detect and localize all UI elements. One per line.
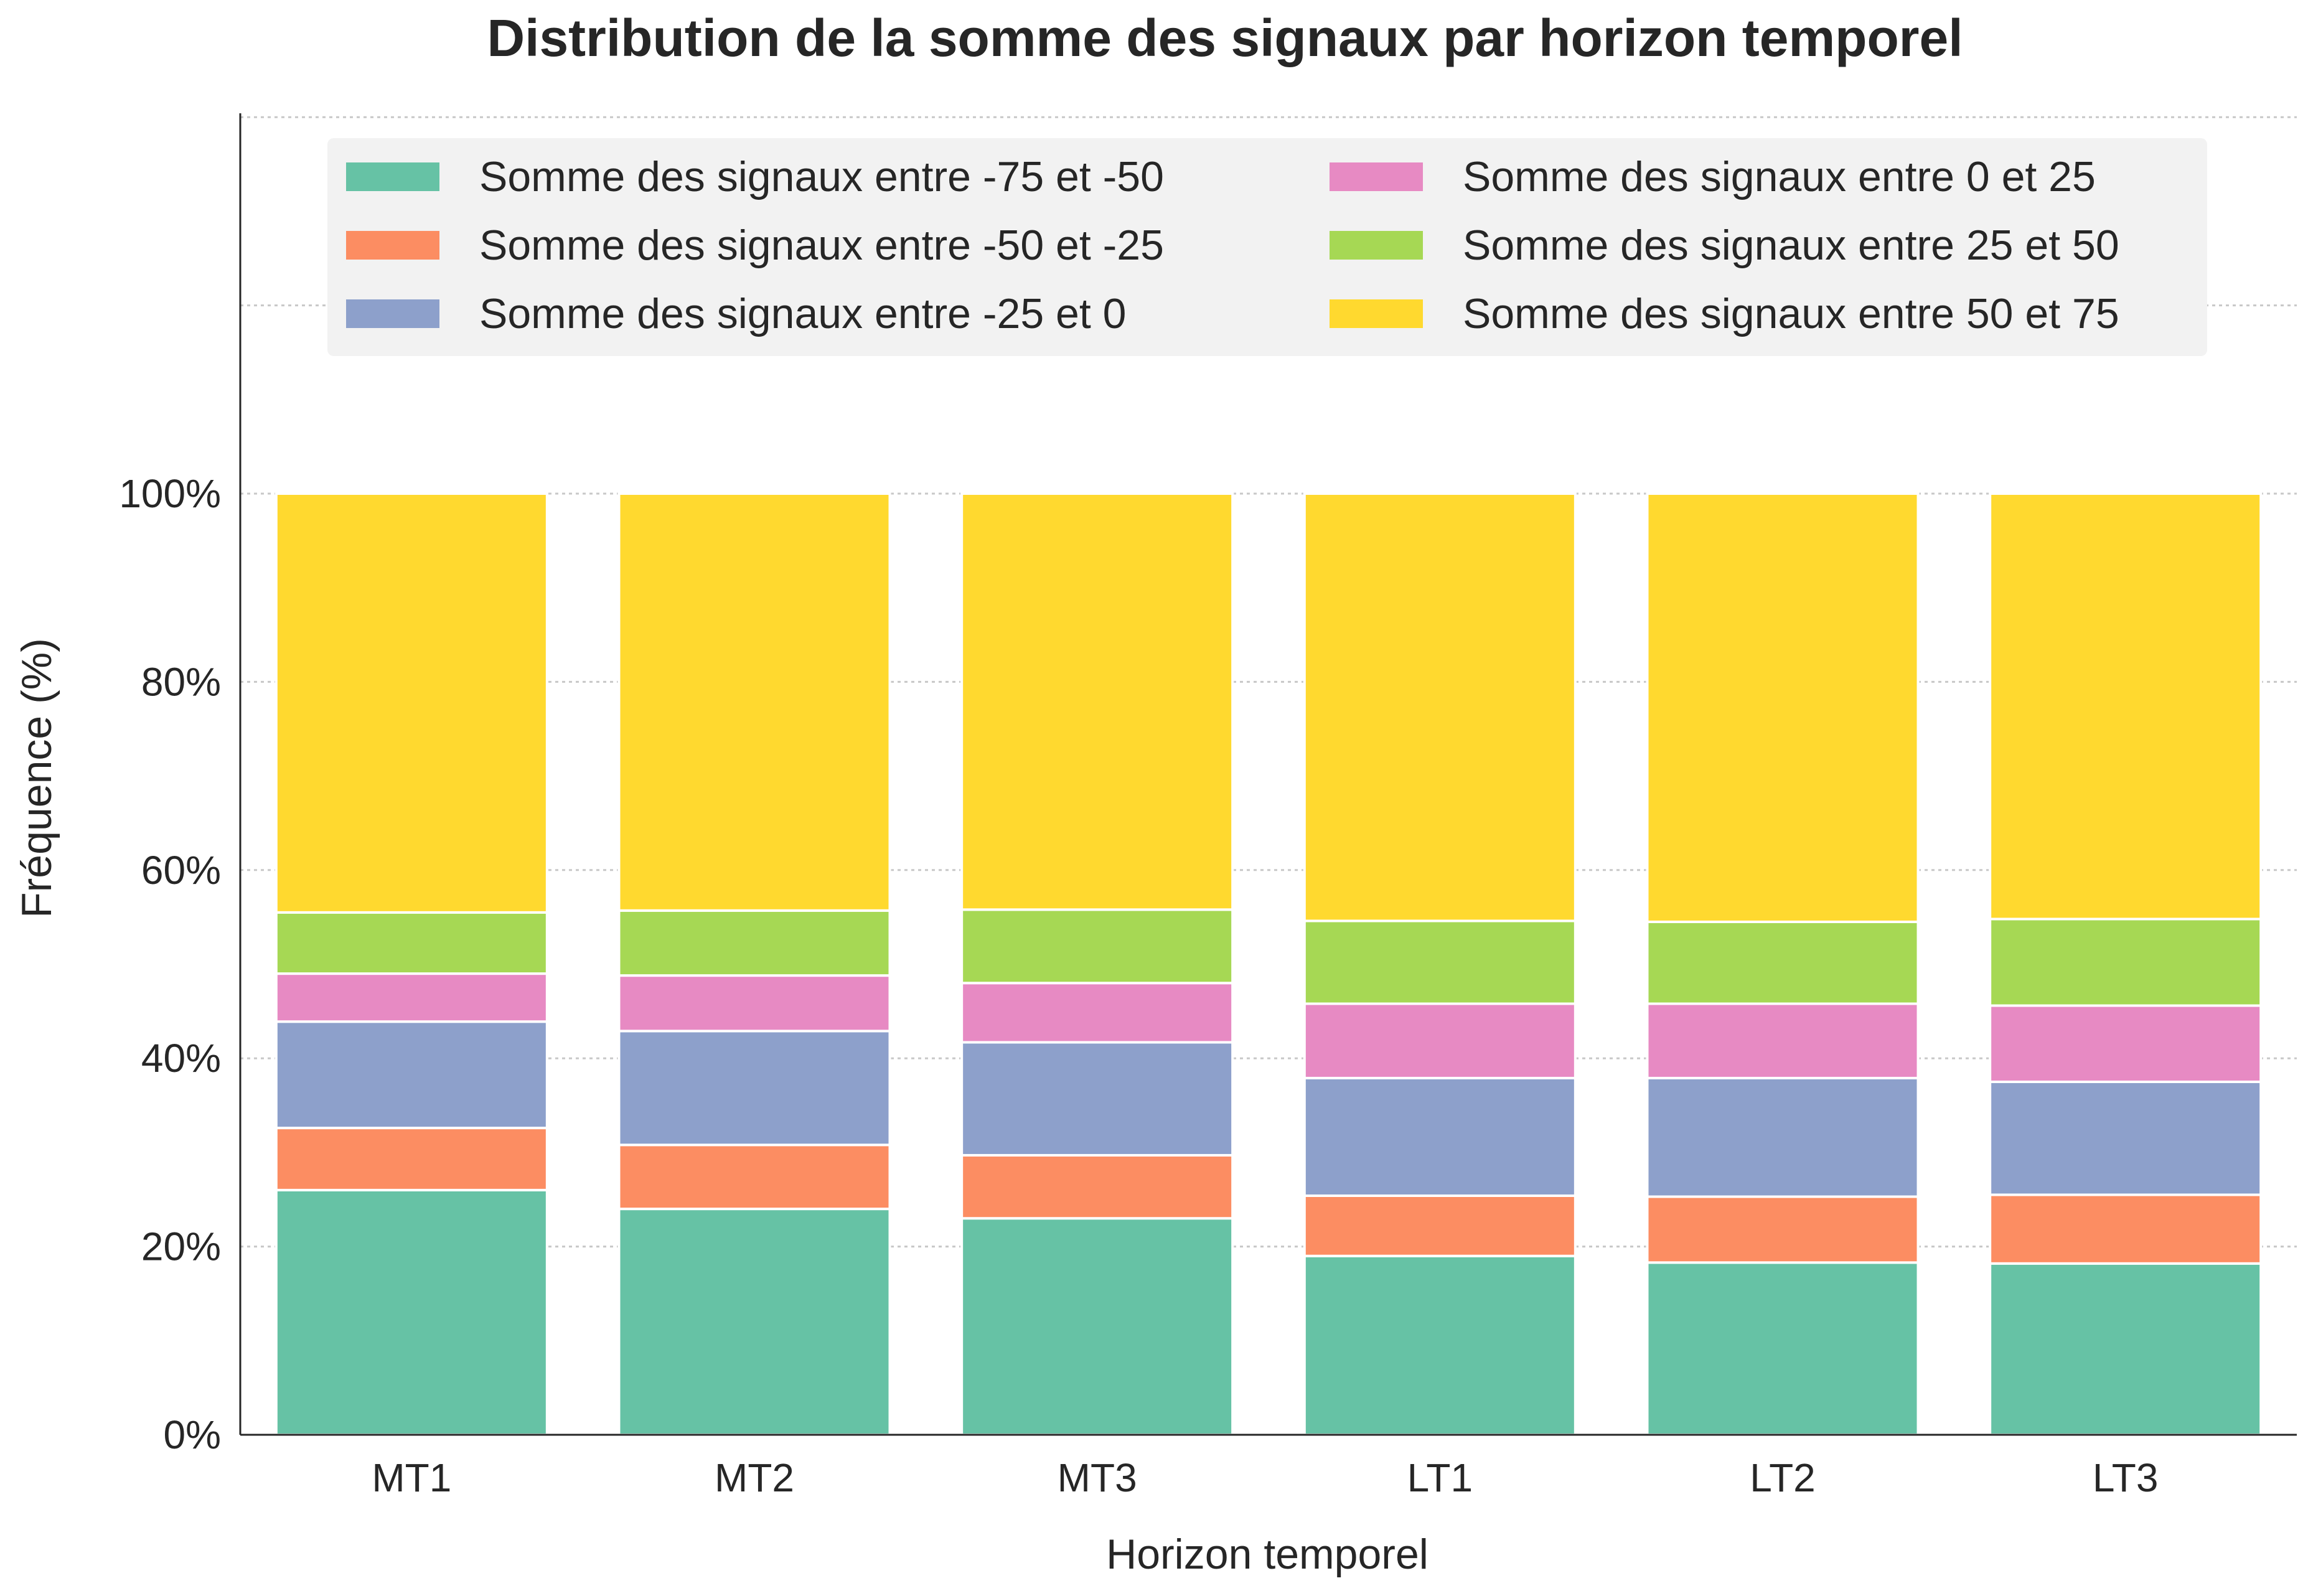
bar-segment-MT3-series-6 [960, 492, 1234, 911]
bar-segment-MT1-series-3 [274, 1020, 548, 1130]
bar-segment-LT2-series-5 [1646, 920, 1920, 1005]
x-tick-label: LT2 [1750, 1455, 1816, 1500]
x-axis-title: Horizon temporel [1106, 1531, 1428, 1578]
bar-segment-LT2-series-2 [1646, 1195, 1920, 1264]
y-tick-label: 60% [141, 848, 221, 893]
legend-swatch [346, 299, 439, 328]
legend-label: Somme des signaux entre 0 et 25 [1463, 153, 2096, 200]
y-tick-label: 20% [141, 1224, 221, 1269]
bar-segment-MT2-series-1 [617, 1208, 891, 1436]
legend: Somme des signaux entre -75 et -50 Somme … [327, 138, 2207, 356]
legend-label: Somme des signaux entre 25 et 50 [1463, 222, 2119, 269]
bar-segment-LT3-series-6 [1989, 492, 2263, 921]
bar-segment-MT2-series-6 [617, 492, 891, 912]
bar-segment-MT3-series-5 [960, 908, 1234, 985]
bar-segment-LT3-series-3 [1989, 1081, 2263, 1196]
bar-segment-LT1-series-3 [1303, 1076, 1577, 1197]
legend-items: Somme des signaux entre -75 et -50 Somme … [346, 153, 2119, 337]
y-axis-title: Fréquence (%) [13, 638, 60, 918]
bar-segment-LT2-series-6 [1646, 492, 1920, 923]
bar-segment-MT1-series-1 [274, 1188, 548, 1436]
legend-label: Somme des signaux entre -75 et -50 [479, 153, 1164, 200]
legend-swatch [1330, 162, 1423, 191]
y-tick-label: 80% [141, 659, 221, 704]
bar-segment-LT2-series-1 [1646, 1261, 1920, 1436]
legend-swatch [1330, 299, 1423, 328]
x-tick-label: MT2 [715, 1455, 794, 1500]
bar-segment-MT2-series-5 [617, 909, 891, 977]
y-tick-labels: 0% 20% 40% 60% 80% 100% [119, 471, 221, 1457]
y-tick-label: 0% [164, 1412, 222, 1457]
bar-segment-MT1-series-6 [274, 492, 548, 914]
bar-segment-MT3-series-4 [960, 982, 1234, 1044]
bar-segment-MT2-series-3 [617, 1030, 891, 1147]
bar-segment-LT2-series-4 [1646, 1002, 1920, 1079]
bar-segment-MT2-series-2 [617, 1143, 891, 1211]
x-tick-label: MT3 [1058, 1455, 1137, 1500]
bar-segment-LT1-series-4 [1303, 1002, 1577, 1079]
bar-segment-LT1-series-5 [1303, 919, 1577, 1005]
bar-segment-MT3-series-2 [960, 1153, 1234, 1220]
legend-swatch [346, 231, 439, 260]
bar-segment-LT3-series-4 [1989, 1004, 2263, 1083]
bar-segment-LT2-series-3 [1646, 1076, 1920, 1198]
y-tick-label: 100% [119, 471, 221, 516]
legend-label: Somme des signaux entre 50 et 75 [1463, 290, 2119, 337]
bar-segment-MT1-series-4 [274, 972, 548, 1023]
x-tick-label: MT1 [372, 1455, 451, 1500]
bar-segment-MT2-series-4 [617, 974, 891, 1033]
chart-title: Distribution de la somme des signaux par… [487, 9, 1963, 67]
bar-segment-LT3-series-2 [1989, 1193, 2263, 1265]
legend-swatch [346, 162, 439, 191]
bar-segment-MT3-series-1 [960, 1217, 1234, 1436]
bar-segment-MT1-series-2 [274, 1127, 548, 1191]
legend-background [327, 138, 2207, 356]
bar-segment-MT3-series-3 [960, 1041, 1234, 1157]
y-tick-label: 40% [141, 1036, 221, 1081]
bar-segment-LT3-series-1 [1989, 1262, 2263, 1437]
bar-segment-LT1-series-6 [1303, 492, 1577, 922]
x-tick-label: LT3 [2093, 1455, 2159, 1500]
x-tick-labels: MT1 MT2 MT3 LT1 LT2 LT3 [372, 1455, 2158, 1500]
legend-label: Somme des signaux entre -50 et -25 [479, 222, 1164, 269]
x-tick-label: LT1 [1407, 1455, 1473, 1500]
legend-swatch [1330, 231, 1423, 260]
bar-segment-LT1-series-2 [1303, 1194, 1577, 1257]
legend-label: Somme des signaux entre -25 et 0 [479, 290, 1126, 337]
bar-segment-LT1-series-1 [1303, 1254, 1577, 1436]
bars [274, 492, 2263, 1437]
bar-segment-MT1-series-5 [274, 911, 548, 975]
bar-segment-LT3-series-5 [1989, 918, 2263, 1007]
